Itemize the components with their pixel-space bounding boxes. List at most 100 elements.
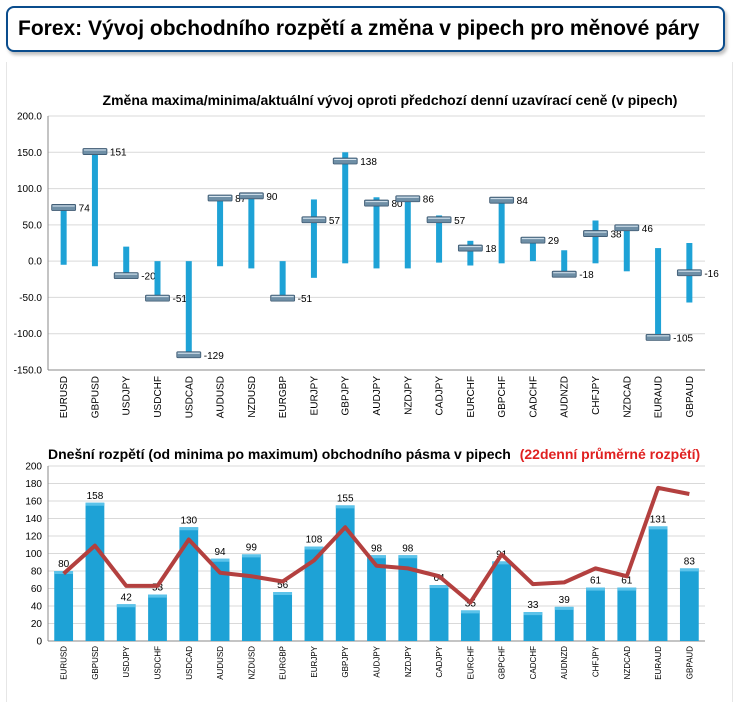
data-label: 87 (235, 194, 247, 205)
data-label: 61 (590, 576, 602, 587)
data-label: -105 (673, 333, 693, 344)
current-marker (51, 204, 77, 211)
range-chart: Dnešní rozpětí (od minima po maximum) ob… (25, 446, 705, 680)
current-marker (489, 196, 515, 204)
x-tick-label: EURCHF (466, 376, 477, 418)
x-tick-label: CHFJPY (591, 376, 602, 415)
data-label: 158 (87, 491, 104, 502)
data-label: 86 (423, 195, 435, 206)
bar-top-highlight (648, 526, 668, 530)
range-bar (154, 261, 161, 300)
range-bar (398, 555, 418, 641)
range-bar (85, 502, 105, 641)
bar-top-highlight (148, 594, 167, 598)
y-tick-label: 0.0 (28, 257, 42, 268)
x-tick-label: AUDJPY (373, 645, 382, 677)
y-tick-label: 200.0 (17, 112, 42, 123)
bar-top-highlight (492, 561, 512, 565)
x-tick-label: USDCAD (184, 376, 195, 418)
data-label: 138 (360, 157, 377, 168)
x-tick-label: GBPJPY (341, 376, 352, 416)
range-bar (217, 198, 224, 267)
current-marker (395, 195, 421, 203)
data-label: 155 (337, 493, 354, 504)
data-label: 130 (180, 515, 197, 526)
bar-top-highlight (460, 610, 480, 614)
y-tick-label: 50.0 (23, 220, 43, 231)
y-tick-label: -150.0 (14, 366, 43, 377)
range-bar (467, 240, 474, 266)
x-tick-label: CHFJPY (592, 645, 601, 677)
range-bar (498, 198, 505, 264)
x-tick-label: EURCHF (466, 646, 475, 679)
range-bar (679, 568, 699, 641)
data-label: 151 (110, 148, 127, 159)
charts-panel (6, 62, 733, 702)
x-tick-label: AUDJPY (372, 376, 383, 416)
bar-top-highlight (179, 527, 199, 531)
x-tick-label: USDJPY (122, 376, 133, 416)
range-chart-title-suffix: (22denní průměrné rozpětí) (520, 446, 700, 462)
data-label: 29 (548, 236, 560, 247)
current-marker (332, 157, 358, 165)
x-tick-label: NZDCAD (622, 376, 633, 418)
change-chart-marks: 74 151 -20 -51 -129 87 90 -51 57 138 80 86 57 18 84 29 -… (51, 148, 719, 362)
range-bar (404, 198, 411, 269)
x-tick-label: AUDNZD (560, 376, 571, 418)
data-label: 61 (621, 576, 633, 587)
current-marker (583, 230, 608, 237)
current-marker (145, 294, 170, 302)
y-tick-label: 20 (31, 619, 43, 630)
range-bar (586, 587, 605, 641)
x-tick-label: EURAUD (654, 376, 665, 418)
x-tick-label: CADCHF (529, 646, 538, 679)
y-tick-label: 40 (31, 602, 43, 613)
x-tick-label: EURAUD (654, 646, 663, 680)
range-bar (623, 227, 630, 272)
x-tick-label: NZDUSD (247, 376, 258, 418)
current-marker (82, 148, 108, 155)
bar-top-highlight (523, 612, 543, 616)
current-marker (520, 236, 546, 244)
y-tick-label: 180 (25, 479, 42, 490)
data-label: 108 (306, 535, 323, 546)
current-marker (614, 224, 640, 232)
range-bar (436, 215, 443, 263)
x-tick-label: USDCAD (185, 646, 194, 680)
x-tick-label: EURJPY (310, 645, 319, 677)
current-marker (113, 272, 139, 280)
y-tick-label: -50.0 (19, 293, 42, 304)
data-label: 80 (58, 559, 70, 570)
range-bar (523, 612, 543, 641)
data-label: 33 (527, 600, 539, 611)
range-bar (460, 610, 480, 641)
range-bar (123, 246, 130, 278)
data-label: 57 (329, 216, 341, 227)
data-label: 39 (559, 595, 571, 606)
average-range-line (62, 485, 690, 605)
range-bar (185, 261, 192, 357)
x-tick-label: USDCHF (154, 646, 163, 679)
current-marker (176, 351, 202, 359)
bar-top-highlight (116, 604, 136, 608)
bar-top-highlight (398, 555, 418, 559)
range-bar (342, 152, 349, 264)
data-label: 83 (684, 556, 696, 567)
x-tick-label: AUDNZD (560, 646, 569, 680)
change-chart-title: Změna maxima/minima/aktuální vývoj oprot… (103, 92, 678, 108)
x-tick-label: USDCHF (153, 376, 164, 418)
x-tick-label: GBPCHF (497, 376, 508, 418)
y-tick-label: -100.0 (14, 329, 43, 340)
range-bar (241, 554, 261, 641)
data-label: 53 (152, 583, 164, 594)
x-tick-label: CADJPY (435, 376, 446, 416)
x-tick-label: NZDUSD (247, 646, 256, 680)
range-bar (60, 207, 67, 265)
bar-top-highlight (273, 592, 293, 595)
x-tick-label: CADCHF (528, 376, 539, 418)
x-tick-label: USDJPY (122, 645, 131, 677)
y-tick-label: 150.0 (17, 148, 42, 159)
current-marker (301, 216, 327, 224)
